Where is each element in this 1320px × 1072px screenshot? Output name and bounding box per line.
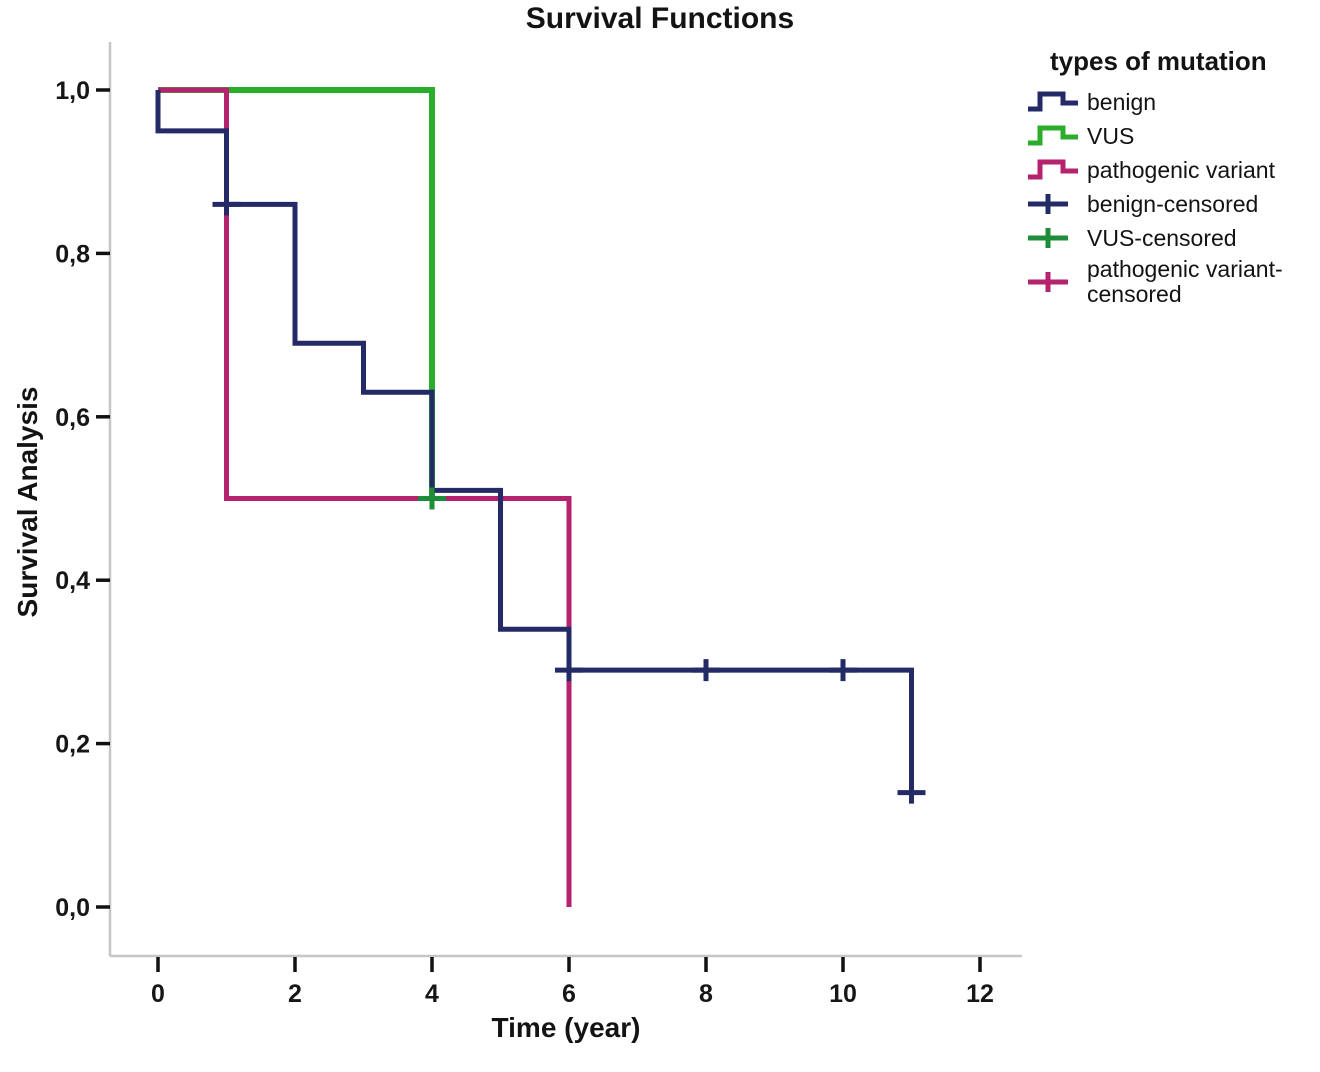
plus-marker-icon xyxy=(1028,228,1068,248)
x-tick-label: 0 xyxy=(151,980,165,1008)
legend-item-label: pathogenic variant-censored xyxy=(1087,256,1283,307)
chart-title: Survival Functions xyxy=(525,2,795,35)
survival-curve-pathogenic-variant xyxy=(158,87,572,907)
censor-marker-vus xyxy=(418,487,446,510)
x-tick-label: 2 xyxy=(288,980,302,1008)
survival-curve-benign xyxy=(155,90,914,793)
legend-item-pathogenic-variant-censored: pathogenic variant-censored xyxy=(1026,257,1320,307)
legend-item-benign: benign xyxy=(1026,87,1320,117)
y-axis-label: Survival Analysis xyxy=(12,386,43,618)
legend-item-vus-censored: VUS-censored xyxy=(1026,223,1320,253)
legend-item-label: benign-censored xyxy=(1087,190,1259,217)
y-tick-label: 1,0 xyxy=(55,77,90,105)
x-tick-label: 12 xyxy=(966,980,994,1008)
plus-marker-icon xyxy=(1028,194,1068,214)
legend-item-label: VUS xyxy=(1087,122,1135,149)
censor-marker-benign xyxy=(212,193,241,216)
x-tick-label: 8 xyxy=(699,980,713,1008)
x-tick-label: 10 xyxy=(829,980,857,1008)
legend-item-pathogenic-variant: pathogenic variant xyxy=(1026,155,1320,185)
y-tick-label: 0,0 xyxy=(55,894,90,922)
censor-marker-benign xyxy=(692,659,720,682)
legend-item-label: pathogenic variant xyxy=(1087,156,1275,183)
x-tick-label: 4 xyxy=(425,980,439,1008)
legend-title: types of mutation xyxy=(1050,46,1267,76)
legend: types of mutation benign VUS pathogenic … xyxy=(1026,46,1320,311)
step-line-icon xyxy=(1028,125,1078,146)
legend-item-vus: VUS xyxy=(1026,121,1320,151)
plus-marker-icon xyxy=(1028,271,1068,292)
censor-marker-benign xyxy=(897,781,926,804)
step-line-icon xyxy=(1028,91,1078,112)
y-tick-label: 0,4 xyxy=(55,567,90,595)
x-tick-label: 6 xyxy=(562,980,576,1008)
x-axis-label: Time (year) xyxy=(491,1012,641,1043)
legend-item-label: VUS-censored xyxy=(1087,224,1237,251)
y-tick-label: 0,8 xyxy=(55,240,90,268)
censor-marker-benign xyxy=(829,659,857,682)
y-tick-label: 0,6 xyxy=(55,404,90,432)
step-line-icon xyxy=(1028,159,1078,180)
censor-marker-benign xyxy=(555,659,583,682)
legend-item-benign-censored: benign-censored xyxy=(1026,189,1320,219)
survival-curve-vus xyxy=(158,87,435,499)
legend-item-label: benign xyxy=(1087,88,1157,115)
y-tick-label: 0,2 xyxy=(55,731,90,759)
